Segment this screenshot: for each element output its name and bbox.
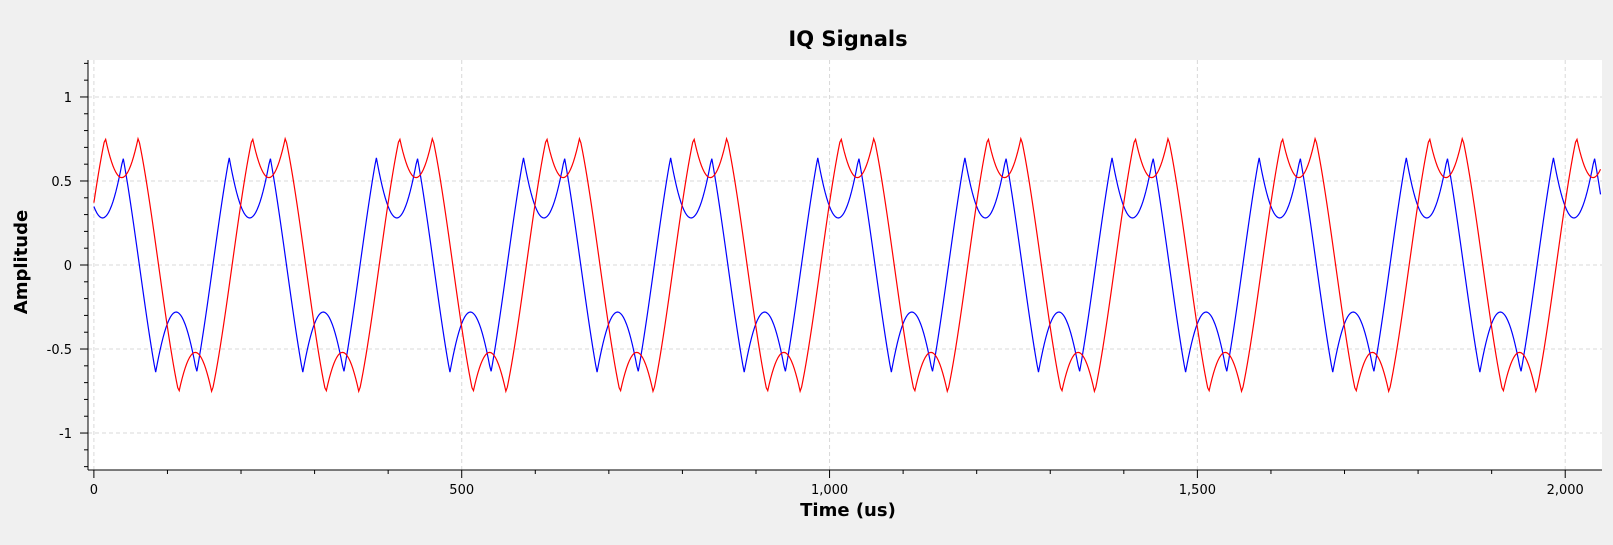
y-tick-label-4: -1 (59, 427, 72, 442)
x-tick-label-1: 500 (449, 483, 474, 498)
x-tick-label-0: 0 (90, 483, 98, 498)
x-tick-label-3: 1,500 (1179, 483, 1216, 498)
series-line-1 (93, 136, 1602, 394)
series-line-0 (93, 157, 1602, 373)
y-tick-label-0: 1 (64, 91, 72, 106)
y-tick-label-2: 0 (64, 259, 72, 274)
y-tick-label-1: 0.5 (51, 175, 72, 190)
x-tick-label-4: 2,000 (1547, 483, 1584, 498)
plot-layer: 0 500 1,000 1,500 2,000 1 0.5 0 -0.5 -1 (47, 60, 1602, 498)
x-tick-label-2: 1,000 (811, 483, 848, 498)
y-axis-label: Amplitude (11, 210, 32, 314)
x-axis-label: Time (us) (800, 500, 896, 521)
y-tick-label-3: -0.5 (47, 343, 72, 358)
chart-title: IQ Signals (788, 27, 907, 51)
